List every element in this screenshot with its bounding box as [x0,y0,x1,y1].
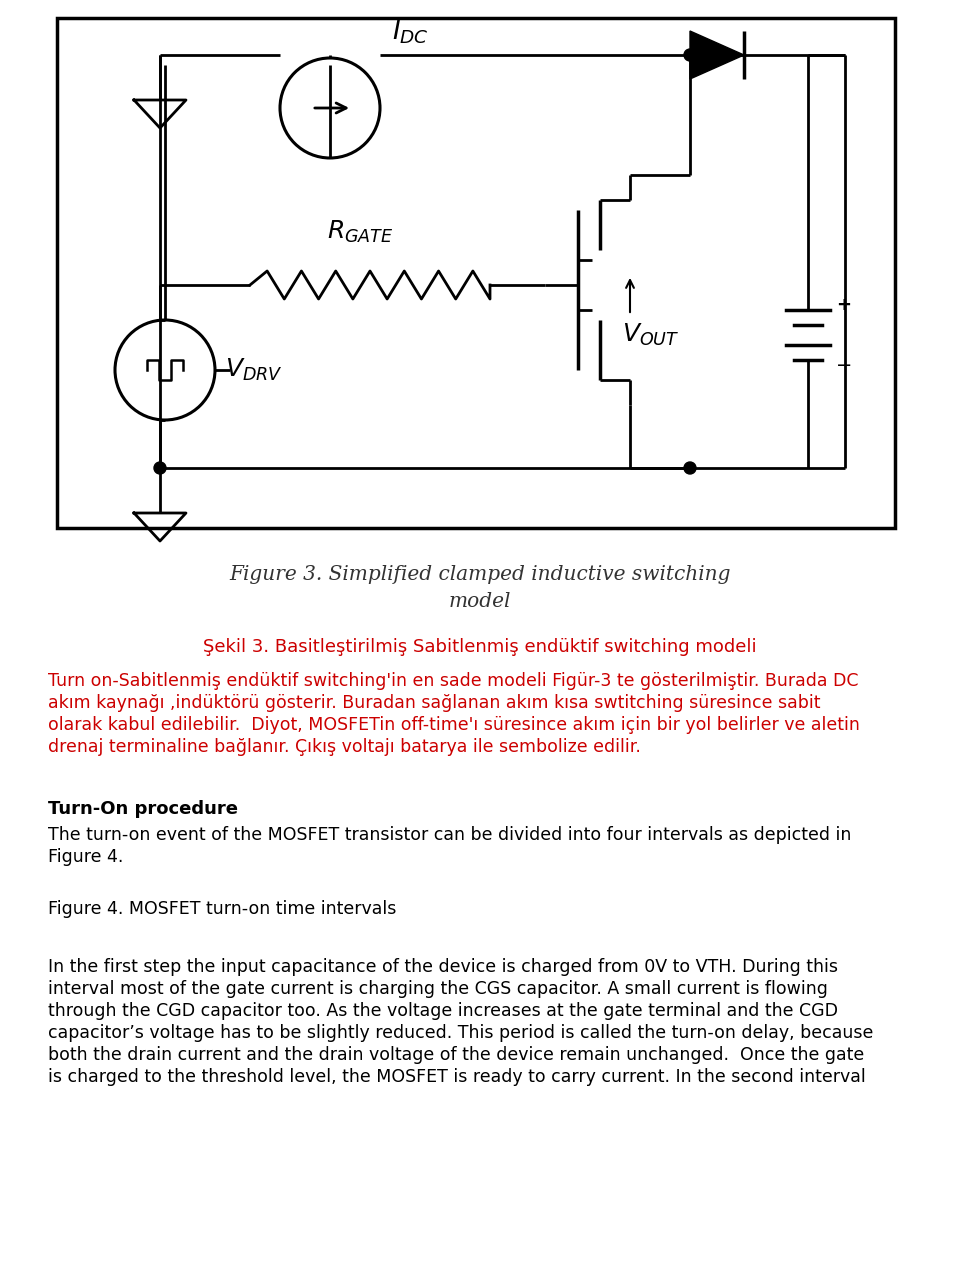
Text: $V_{DRV}$: $V_{DRV}$ [225,356,283,383]
Text: is charged to the threshold level, the MOSFET is ready to carry current. In the : is charged to the threshold level, the M… [48,1068,866,1086]
Text: +: + [836,297,851,314]
Text: Figure 4. MOSFET turn-on time intervals: Figure 4. MOSFET turn-on time intervals [48,900,396,918]
Text: Figure 3. Simplified clamped inductive switching: Figure 3. Simplified clamped inductive s… [229,565,731,584]
Circle shape [154,462,166,474]
Text: akım kaynağı ,indüktörü gösterir. Buradan sağlanan akım kısa swtitching süresinc: akım kaynağı ,indüktörü gösterir. Burada… [48,694,821,712]
Text: $I_{DC}$: $I_{DC}$ [392,18,428,46]
Text: $V_{OUT}$: $V_{OUT}$ [622,322,680,348]
Circle shape [684,48,696,61]
Text: through the CGD capacitor too. As the voltage increases at the gate terminal and: through the CGD capacitor too. As the vo… [48,1002,838,1020]
Text: Figure 4.: Figure 4. [48,848,124,866]
Text: The turn-on event of the MOSFET transistor can be divided into four intervals as: The turn-on event of the MOSFET transist… [48,826,852,844]
Text: capacitor’s voltage has to be slightly reduced. This period is called the turn-o: capacitor’s voltage has to be slightly r… [48,1023,874,1043]
Text: olarak kabul edilebilir.  Diyot, MOSFETin off-time'ı süresince akım için bir yol: olarak kabul edilebilir. Diyot, MOSFETin… [48,715,860,735]
Text: −: − [836,355,852,374]
Text: Şekil 3. Basitleştirilmiş Sabitlenmiş endüktif switching modeli: Şekil 3. Basitleştirilmiş Sabitlenmiş en… [204,638,756,656]
Polygon shape [690,31,744,79]
Text: interval most of the gate current is charging the CGS capacitor. A small current: interval most of the gate current is cha… [48,980,828,998]
Text: drenaj terminaline bağlanır. Çıkış voltajı batarya ile sembolize edilir.: drenaj terminaline bağlanır. Çıkış volta… [48,738,641,756]
Text: Turn-On procedure: Turn-On procedure [48,799,238,819]
Text: Turn on-Sabitlenmiş endüktif switching'in en sade modeli Figür-3 te gösterilmişt: Turn on-Sabitlenmiş endüktif switching'i… [48,672,858,690]
Text: In the first step the input capacitance of the device is charged from 0V to VTH.: In the first step the input capacitance … [48,959,838,976]
Text: model: model [449,592,511,611]
Text: both the drain current and the drain voltage of the device remain unchanged.  On: both the drain current and the drain vol… [48,1046,864,1064]
Circle shape [684,462,696,474]
Bar [57,18,895,528]
Text: $R_{GATE}$: $R_{GATE}$ [326,219,394,246]
